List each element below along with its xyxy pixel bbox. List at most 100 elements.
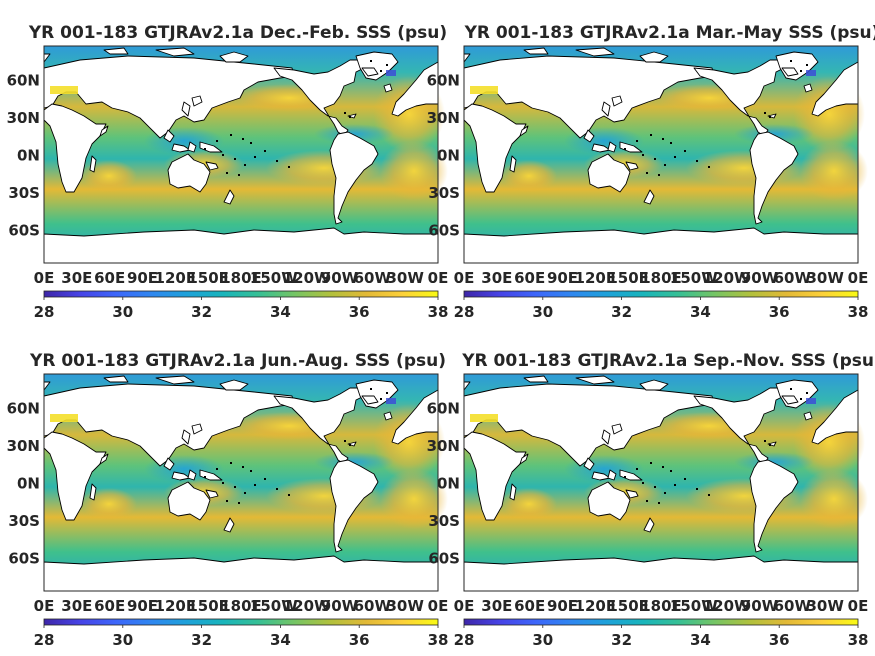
longitude-label: 0E bbox=[428, 269, 449, 287]
longitude-label: 60E bbox=[514, 269, 545, 287]
latitude-label: 0N bbox=[437, 475, 460, 493]
colorbar-tick-label: 36 bbox=[769, 631, 790, 649]
colorbar-tick-label: 38 bbox=[428, 631, 449, 649]
longitude-label: 30E bbox=[61, 269, 92, 287]
longitude-label: 180E bbox=[640, 269, 682, 287]
colorbar-tick-label: 28 bbox=[454, 631, 475, 649]
longitude-label: 90E bbox=[127, 269, 158, 287]
latitude-label: 60N bbox=[427, 71, 460, 89]
latitude-label: 60S bbox=[428, 550, 460, 568]
longitude-label: 90E bbox=[547, 597, 578, 615]
longitude-label: 120W bbox=[703, 597, 751, 615]
longitude-label: 150W bbox=[670, 269, 718, 287]
map-panel: YR 001-183 GTJRAv2.1a Dec.-Feb. SSS (psu… bbox=[7, 23, 449, 321]
longitude-label: 150E bbox=[187, 269, 229, 287]
longitude-label: 90W bbox=[741, 269, 779, 287]
latitude-label: 30S bbox=[8, 512, 40, 530]
colorbar-tick-label: 34 bbox=[690, 631, 711, 649]
longitude-label: 30W bbox=[806, 269, 844, 287]
longitude-label: 60E bbox=[514, 597, 545, 615]
longitude-label: 150W bbox=[670, 597, 718, 615]
latitude-label: 60S bbox=[8, 222, 40, 240]
latitude-label: 30N bbox=[427, 437, 460, 455]
longitude-label: 60E bbox=[94, 597, 125, 615]
longitude-label: 120E bbox=[575, 597, 617, 615]
panel-title: YR 001-183 GTJRAv2.1a Sep.-Nov. SSS (psu… bbox=[461, 351, 875, 371]
colorbar-tick-label: 32 bbox=[611, 631, 632, 649]
longitude-label: 150W bbox=[250, 269, 298, 287]
longitude-label: 0E bbox=[454, 597, 475, 615]
longitude-label: 150E bbox=[607, 597, 649, 615]
map-panel: YR 001-183 GTJRAv2.1a Mar.-May SSS (psu)… bbox=[427, 23, 875, 321]
longitude-label: 120W bbox=[283, 597, 331, 615]
longitude-label: 90W bbox=[741, 597, 779, 615]
colorbar-tick-label: 32 bbox=[191, 631, 212, 649]
latitude-label: 0N bbox=[17, 147, 40, 165]
longitude-label: 0E bbox=[454, 269, 475, 287]
longitude-label: 30E bbox=[481, 269, 512, 287]
longitude-label: 0E bbox=[848, 269, 869, 287]
longitude-label: 180E bbox=[220, 269, 262, 287]
colorbar-tick-label: 36 bbox=[769, 303, 790, 321]
colorbar-tick-label: 36 bbox=[349, 631, 370, 649]
latitude-label: 0N bbox=[437, 147, 460, 165]
longitude-label: 120W bbox=[703, 269, 751, 287]
colorbar-tick-label: 36 bbox=[349, 303, 370, 321]
longitude-label: 90W bbox=[321, 269, 359, 287]
colorbar-tick-label: 28 bbox=[34, 303, 55, 321]
colorbar-tick-label: 30 bbox=[532, 631, 553, 649]
longitude-label: 120E bbox=[155, 269, 197, 287]
salinity-map bbox=[43, 373, 449, 592]
latitude-label: 30S bbox=[428, 512, 460, 530]
longitude-label: 30W bbox=[386, 597, 424, 615]
colorbar-tick-label: 34 bbox=[270, 303, 291, 321]
latitude-label: 60N bbox=[7, 71, 40, 89]
longitude-label: 30W bbox=[386, 269, 424, 287]
colorbar-tick-label: 34 bbox=[270, 631, 291, 649]
longitude-label: 90W bbox=[321, 597, 359, 615]
salinity-map bbox=[463, 45, 869, 264]
panel-title: YR 001-183 GTJRAv2.1a Jun.-Aug. SSS (psu… bbox=[29, 351, 446, 371]
map-frame bbox=[43, 45, 439, 264]
longitude-label: 150W bbox=[250, 597, 298, 615]
latitude-label: 30S bbox=[428, 184, 460, 202]
longitude-label: 90E bbox=[127, 597, 158, 615]
colorbar-tick-label: 32 bbox=[611, 303, 632, 321]
longitude-label: 60E bbox=[94, 269, 125, 287]
longitude-label: 60W bbox=[774, 269, 812, 287]
longitude-label: 120E bbox=[155, 597, 197, 615]
colorbar-tick-label: 38 bbox=[428, 303, 449, 321]
colorbar bbox=[43, 618, 439, 626]
panel-title: YR 001-183 GTJRAv2.1a Dec.-Feb. SSS (psu… bbox=[28, 23, 447, 43]
latitude-label: 60N bbox=[427, 399, 460, 417]
colorbar-tick-label: 28 bbox=[34, 631, 55, 649]
colorbar bbox=[463, 618, 859, 626]
panel-title: YR 001-183 GTJRAv2.1a Mar.-May SSS (psu) bbox=[464, 23, 875, 43]
colorbar-tick-label: 30 bbox=[112, 631, 133, 649]
colorbar bbox=[463, 290, 859, 298]
latitude-label: 30N bbox=[7, 109, 40, 127]
map-frame bbox=[463, 373, 859, 592]
longitude-label: 120W bbox=[283, 269, 331, 287]
colorbar-tick-label: 38 bbox=[848, 303, 869, 321]
colorbar-tick-label: 28 bbox=[454, 303, 475, 321]
map-frame bbox=[43, 373, 439, 592]
colorbar-tick-label: 34 bbox=[690, 303, 711, 321]
longitude-label: 30W bbox=[806, 597, 844, 615]
latitude-label: 60N bbox=[7, 399, 40, 417]
salinity-map bbox=[463, 373, 869, 592]
longitude-label: 150E bbox=[607, 269, 649, 287]
latitude-label: 30N bbox=[427, 109, 460, 127]
longitude-label: 30E bbox=[481, 597, 512, 615]
longitude-label: 180E bbox=[220, 597, 262, 615]
colorbar-tick-label: 38 bbox=[848, 631, 869, 649]
colorbar-tick-label: 32 bbox=[191, 303, 212, 321]
salinity-map bbox=[43, 45, 449, 264]
map-panel: YR 001-183 GTJRAv2.1a Jun.-Aug. SSS (psu… bbox=[7, 351, 449, 649]
longitude-label: 60W bbox=[774, 597, 812, 615]
longitude-label: 150E bbox=[187, 597, 229, 615]
longitude-label: 0E bbox=[848, 597, 869, 615]
longitude-label: 30E bbox=[61, 597, 92, 615]
panels: YR 001-183 GTJRAv2.1a Dec.-Feb. SSS (psu… bbox=[7, 23, 875, 649]
